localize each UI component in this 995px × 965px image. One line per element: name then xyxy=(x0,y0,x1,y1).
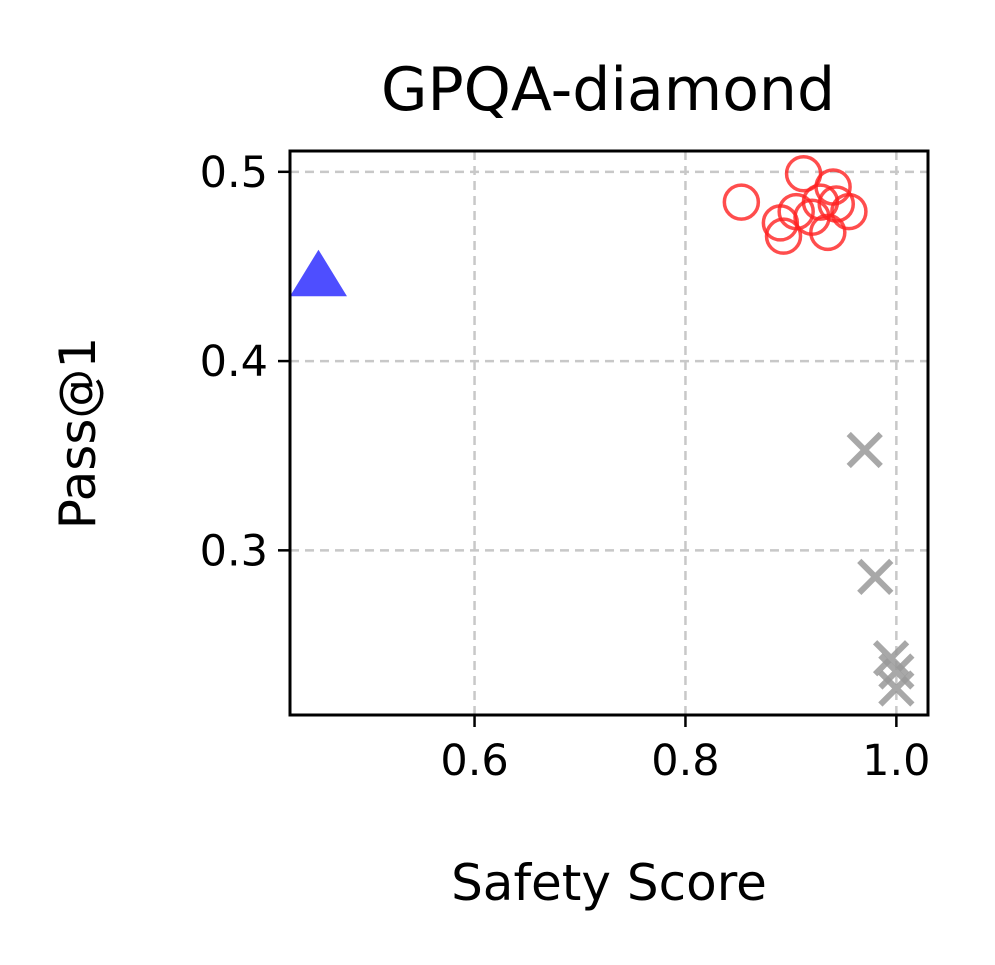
x-tick-label: 0.6 xyxy=(440,736,508,786)
x-tick-label: 1.0 xyxy=(862,736,930,786)
x-point xyxy=(878,670,915,707)
x-tick-label: 0.8 xyxy=(651,736,719,786)
triangle-point xyxy=(289,249,347,297)
grid-lines xyxy=(290,151,928,715)
x-axis-label: Safety Score xyxy=(451,854,767,912)
data-points xyxy=(289,154,915,707)
x-point xyxy=(857,558,894,595)
circle-point xyxy=(777,192,815,231)
x-point xyxy=(846,431,883,469)
x-point xyxy=(878,653,915,690)
axis-ticks: 0.6 0.8 1.0 0.3 0.4 0.5 xyxy=(200,148,931,786)
circle-point xyxy=(722,183,761,221)
circle-point xyxy=(830,192,868,231)
circle-point xyxy=(809,213,847,252)
y-tick-label: 0.3 xyxy=(200,526,268,576)
chart-title: GPQA-diamond xyxy=(381,55,835,125)
y-tick-label: 0.4 xyxy=(200,337,268,387)
y-axis-label: Pass@1 xyxy=(49,337,107,529)
y-tick-label: 0.5 xyxy=(200,148,268,198)
circle-point xyxy=(764,217,803,255)
plot-frame xyxy=(288,149,930,717)
